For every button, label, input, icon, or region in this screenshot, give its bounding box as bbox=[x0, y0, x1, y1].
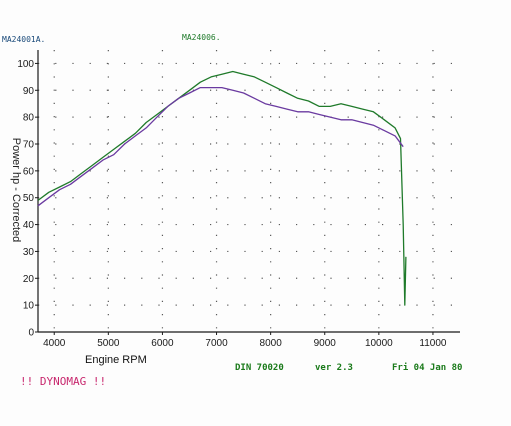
series-line-1 bbox=[37, 70, 407, 306]
y-tick-label: 70 bbox=[23, 140, 35, 151]
y-tick-label: 100 bbox=[17, 59, 34, 70]
run-label-2: MA24006. bbox=[182, 33, 221, 42]
y-tick-label: 60 bbox=[23, 166, 35, 177]
y-tick-label: 50 bbox=[23, 193, 35, 204]
x-tick-label: 5000 bbox=[97, 338, 120, 349]
y-tick-labels: 0 10 20 30 40 50 60 70 80 90 100 bbox=[17, 59, 38, 339]
footer-version: ver 2.3 bbox=[315, 363, 353, 373]
series-line-2 bbox=[37, 86, 404, 207]
y-axis-label: Power hp - Corrected bbox=[10, 138, 22, 243]
y-tick-label: 20 bbox=[23, 274, 35, 285]
x-tick-label: 4000 bbox=[43, 338, 66, 349]
y-tick-label: 10 bbox=[23, 301, 35, 312]
brand-label: !! DYNOMAG !! bbox=[20, 375, 106, 388]
footer-date: Fri 04 Jan 80 bbox=[392, 362, 462, 373]
x-tick-label: 10000 bbox=[365, 338, 393, 349]
run-label-1: MA24001A. bbox=[2, 35, 45, 44]
x-tick-label: 11000 bbox=[419, 338, 447, 349]
x-tick-label: 6000 bbox=[151, 338, 174, 349]
series-group bbox=[37, 70, 407, 306]
y-tick-label: 0 bbox=[28, 328, 34, 339]
footer-din: DIN 70020 bbox=[235, 363, 284, 373]
y-tick-label: 30 bbox=[23, 247, 35, 258]
x-tick-labels: 4000 5000 6000 7000 8000 9000 10000 11000 bbox=[43, 332, 447, 349]
x-tick-label: 7000 bbox=[205, 338, 228, 349]
y-tick-label: 80 bbox=[23, 113, 35, 124]
y-tick-label: 90 bbox=[23, 86, 35, 97]
x-tick-label: 9000 bbox=[314, 338, 337, 349]
x-tick-label: 8000 bbox=[260, 338, 283, 349]
x-axis-label: Engine RPM bbox=[85, 354, 147, 366]
y-tick-label: 40 bbox=[23, 220, 35, 231]
